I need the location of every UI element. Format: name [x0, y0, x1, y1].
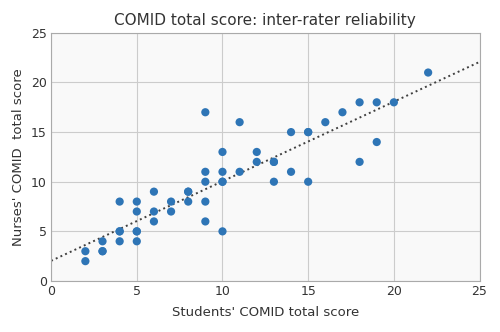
- Point: [338, 110, 346, 115]
- Point: [133, 239, 141, 244]
- Point: [167, 209, 175, 214]
- Point: [372, 100, 380, 105]
- Point: [116, 199, 124, 204]
- Point: [218, 169, 226, 174]
- Point: [184, 189, 192, 194]
- Point: [270, 159, 278, 165]
- Point: [202, 179, 209, 184]
- Point: [98, 249, 106, 254]
- Point: [218, 179, 226, 184]
- Point: [253, 159, 261, 165]
- Point: [167, 199, 175, 204]
- Point: [218, 229, 226, 234]
- Point: [150, 189, 158, 194]
- Point: [82, 249, 90, 254]
- Point: [390, 100, 398, 105]
- Point: [202, 199, 209, 204]
- Point: [184, 199, 192, 204]
- Point: [270, 159, 278, 165]
- Point: [287, 169, 295, 174]
- Point: [150, 219, 158, 224]
- Point: [322, 120, 330, 125]
- Point: [202, 219, 209, 224]
- Point: [304, 129, 312, 135]
- Point: [82, 259, 90, 264]
- Point: [304, 179, 312, 184]
- Title: COMID total score: inter-rater reliability: COMID total score: inter-rater reliabili…: [114, 13, 416, 28]
- Point: [133, 209, 141, 214]
- Point: [150, 209, 158, 214]
- Point: [424, 70, 432, 75]
- Point: [98, 249, 106, 254]
- Point: [116, 229, 124, 234]
- Point: [98, 239, 106, 244]
- Point: [218, 179, 226, 184]
- Point: [253, 149, 261, 155]
- Point: [133, 229, 141, 234]
- Point: [236, 120, 244, 125]
- Point: [236, 169, 244, 174]
- Point: [133, 229, 141, 234]
- Point: [356, 159, 364, 165]
- Point: [218, 149, 226, 155]
- Point: [116, 229, 124, 234]
- Point: [133, 199, 141, 204]
- Y-axis label: Nurses' COMID  total score: Nurses' COMID total score: [12, 68, 26, 246]
- Point: [184, 189, 192, 194]
- Point: [116, 239, 124, 244]
- X-axis label: Students' COMID total score: Students' COMID total score: [172, 306, 359, 319]
- Point: [304, 129, 312, 135]
- Point: [202, 169, 209, 174]
- Point: [202, 110, 209, 115]
- Point: [356, 100, 364, 105]
- Point: [372, 139, 380, 145]
- Point: [287, 129, 295, 135]
- Point: [270, 179, 278, 184]
